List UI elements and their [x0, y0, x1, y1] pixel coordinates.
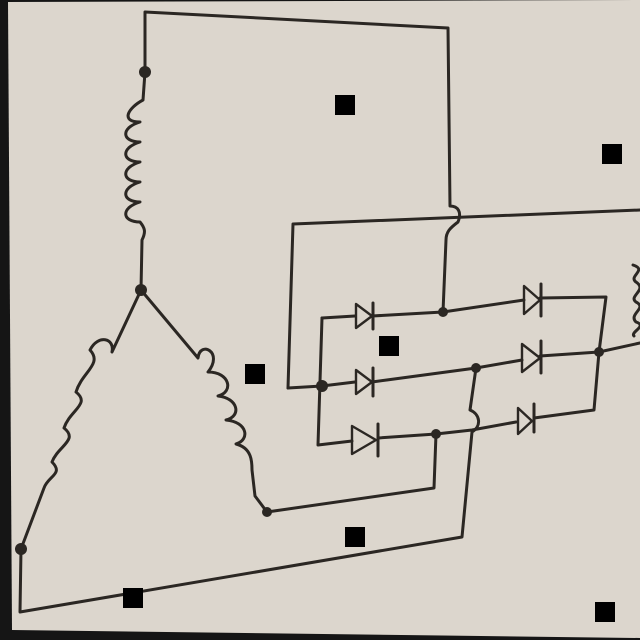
junction-dot-lower-left [15, 543, 27, 555]
junction-dot-left-rail [316, 380, 328, 392]
occlusion-marker [335, 95, 355, 115]
occlusion-marker [123, 588, 143, 608]
occlusion-marker [602, 144, 622, 164]
occlusion-marker [245, 364, 265, 384]
junction-dot-middle-row [471, 363, 481, 373]
junction-dot-right-rail [594, 347, 604, 357]
occlusion-marker [345, 527, 365, 547]
junction-dot-coil-return [262, 507, 272, 517]
junction-dot-bottom-row [431, 429, 441, 439]
occlusion-marker [595, 602, 615, 622]
junction-dot-star-center [135, 284, 147, 296]
junction-dot-top-coil [139, 66, 151, 78]
occlusion-marker [379, 336, 399, 356]
junction-dot-top-row [438, 307, 448, 317]
